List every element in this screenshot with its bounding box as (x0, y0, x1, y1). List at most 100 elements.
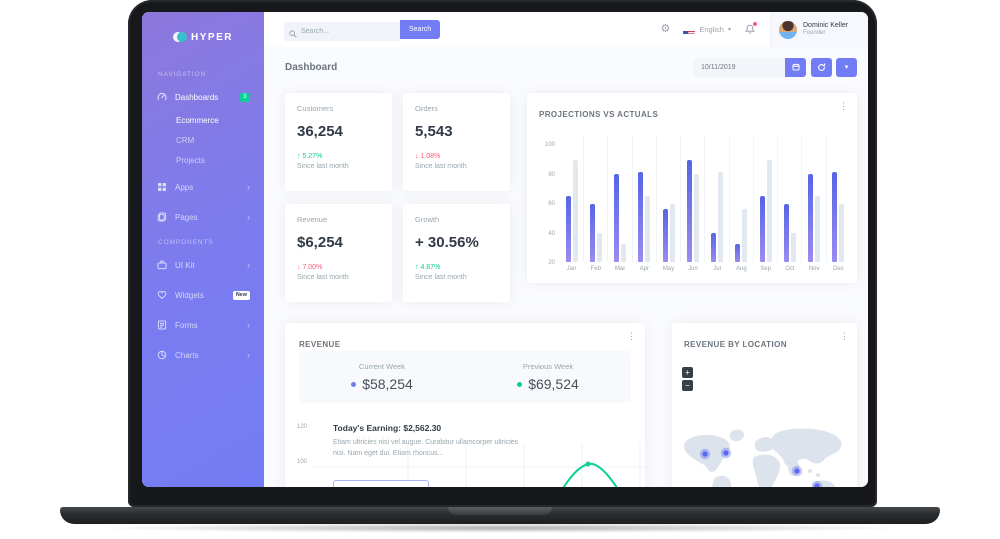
sidebar-item-label: Charts (175, 350, 199, 360)
bar-group-mar: Mar (612, 136, 633, 275)
map-zoom-in-button[interactable]: + (682, 367, 693, 378)
sidebar-item-label: UI Kit (175, 260, 195, 270)
bar-group-oct: Oct (781, 136, 803, 275)
topbar-right: ⚙ English ▾ Dominic Keller Found (660, 12, 868, 47)
actuals-bar (669, 204, 675, 262)
stat-card-customers: Customers 36,254 ↑ 5.27% Since last mont… (285, 93, 392, 191)
actuals-bar (790, 232, 796, 262)
sidebar-subitem-projects[interactable]: Projects (142, 150, 264, 170)
chevron-right-icon: › (247, 349, 250, 360)
bar-group-jul: Jul (709, 136, 730, 275)
bar-group-dec: Dec (830, 144, 847, 275)
chevron-down-icon: ▾ (727, 27, 731, 33)
briefcase-icon (156, 260, 167, 271)
laptop-base-notch (448, 507, 552, 515)
search-input[interactable] (284, 22, 400, 41)
sidebar-item-widgets[interactable]: Widgets New (142, 282, 264, 308)
projections-title: PROJECTIONS VS ACTUALS (539, 110, 659, 119)
actuals-bar (742, 208, 748, 262)
actuals-bar (839, 204, 845, 262)
stat-change: ↓ 1.08% (415, 153, 441, 160)
projections-ytick: 20 (548, 260, 555, 266)
language-label: English (699, 25, 724, 34)
stat-note: Since last month (297, 163, 349, 170)
bar-group-may: May (660, 136, 682, 275)
actuals-bar (718, 172, 724, 262)
month-label: Jan (566, 266, 577, 272)
stat-change: ↑ 5.27% (297, 153, 323, 160)
chevron-right-icon: › (247, 319, 250, 330)
month-label: Nov (808, 266, 820, 272)
sidebar-item-uikit[interactable]: UI Kit › (142, 252, 264, 278)
actuals-bar (815, 195, 821, 262)
calendar-button[interactable] (785, 57, 806, 77)
projections-bar (832, 172, 838, 262)
month-label: May (662, 266, 675, 272)
refresh-button[interactable] (811, 57, 832, 77)
main-content: Dashboard ▾ Customers 36,254 ↑ 5.27% (264, 47, 868, 487)
bar-group-aug: Aug (733, 136, 754, 275)
current-week-value: $58,254 (362, 376, 413, 392)
search-button[interactable]: Search (400, 20, 441, 39)
sidebar-subitem-ecommerce[interactable]: Ecommerce (142, 110, 264, 130)
stat-card-revenue: Revenue $6,254 ↓ 7.00% Since last month (285, 204, 392, 302)
search-group: Search (284, 20, 441, 41)
stat-card-growth: Growth + 30.56% ↑ 4.87% Since last month (403, 204, 510, 302)
map-zoom-out-button[interactable]: − (682, 380, 693, 391)
projections-plot: Jan Feb Mar Apr May Jun Jul Aug Sep Oct Nov Dec (563, 136, 847, 275)
stat-change: ↓ 7.00% (297, 264, 323, 271)
user-role: Founder (803, 30, 826, 37)
sidebar-item-apps[interactable]: Apps › (142, 174, 264, 200)
current-week-label: Current Week (358, 362, 406, 371)
projections-bar (759, 195, 765, 262)
sidebar-item-charts[interactable]: Charts › (142, 342, 264, 368)
stat-card-orders: Orders 5,543 ↓ 1.08% Since last month (403, 93, 510, 191)
user-profile[interactable]: Dominic Keller Founder (770, 12, 868, 47)
kebab-menu-icon[interactable]: ⋮ (839, 101, 848, 111)
sidebar-item-label: Apps (175, 182, 194, 192)
gear-icon[interactable]: ⚙ (660, 23, 671, 35)
date-input[interactable] (693, 57, 785, 77)
current-week-dot (351, 381, 357, 387)
actuals-bar (596, 232, 602, 262)
map-title: REVENUE BY LOCATION (684, 340, 787, 349)
bar-group-nov: Nov (806, 136, 827, 275)
kebab-menu-icon[interactable]: ⋮ (627, 331, 636, 341)
actuals-bar (572, 160, 578, 262)
subitem-label: CRM (176, 135, 195, 145)
sidebar-item-pages[interactable]: Pages › (142, 204, 264, 230)
sidebar-item-dashboards[interactable]: Dashboards 3 (142, 84, 264, 110)
search-icon (289, 25, 297, 43)
todays-earning: Today's Earning: $2,562.30 (333, 423, 442, 433)
user-avatar (779, 20, 797, 39)
language-selector[interactable]: English ▾ (683, 25, 731, 34)
kebab-menu-icon[interactable]: ⋮ (840, 331, 849, 341)
sidebar-item-forms[interactable]: Forms › (142, 312, 264, 338)
month-label: Dec (833, 266, 844, 272)
stat-note: Since last month (415, 163, 467, 170)
subitem-label: Projects (176, 155, 205, 165)
pages-icon (156, 212, 167, 223)
actuals-bar (645, 195, 651, 262)
sidebar-subitem-crm[interactable]: CRM (142, 130, 264, 150)
revenue-ytick-100: 100 (296, 459, 307, 465)
month-label: Mar (614, 266, 626, 272)
revenue-description: Etiam ultricies nisi vel augue. Curabitu… (333, 439, 519, 457)
stat-value: 36,254 (297, 123, 343, 140)
revenue-summary-band: Current Week $58,254 Previous Week $69,5… (299, 351, 631, 403)
stat-note: Since last month (297, 274, 349, 281)
app-screen: HYPER NAVIGATION Dashboards 3 Ecommerce … (142, 12, 868, 487)
projections-bar (589, 204, 595, 262)
view-statements-button[interactable] (333, 480, 429, 487)
stat-change: ↑ 4.87% (415, 264, 441, 271)
projections-bar (783, 204, 789, 262)
download-dropdown-button[interactable]: ▾ (836, 57, 857, 77)
actuals-bar (766, 160, 772, 262)
projections-bar (808, 173, 814, 262)
world-map (683, 428, 842, 487)
projections-ytick: 100 (544, 142, 555, 148)
brand-logo[interactable]: HYPER (142, 12, 264, 62)
dashboards-count-badge: 3 (239, 92, 250, 102)
notifications-bell-icon[interactable] (745, 22, 757, 35)
